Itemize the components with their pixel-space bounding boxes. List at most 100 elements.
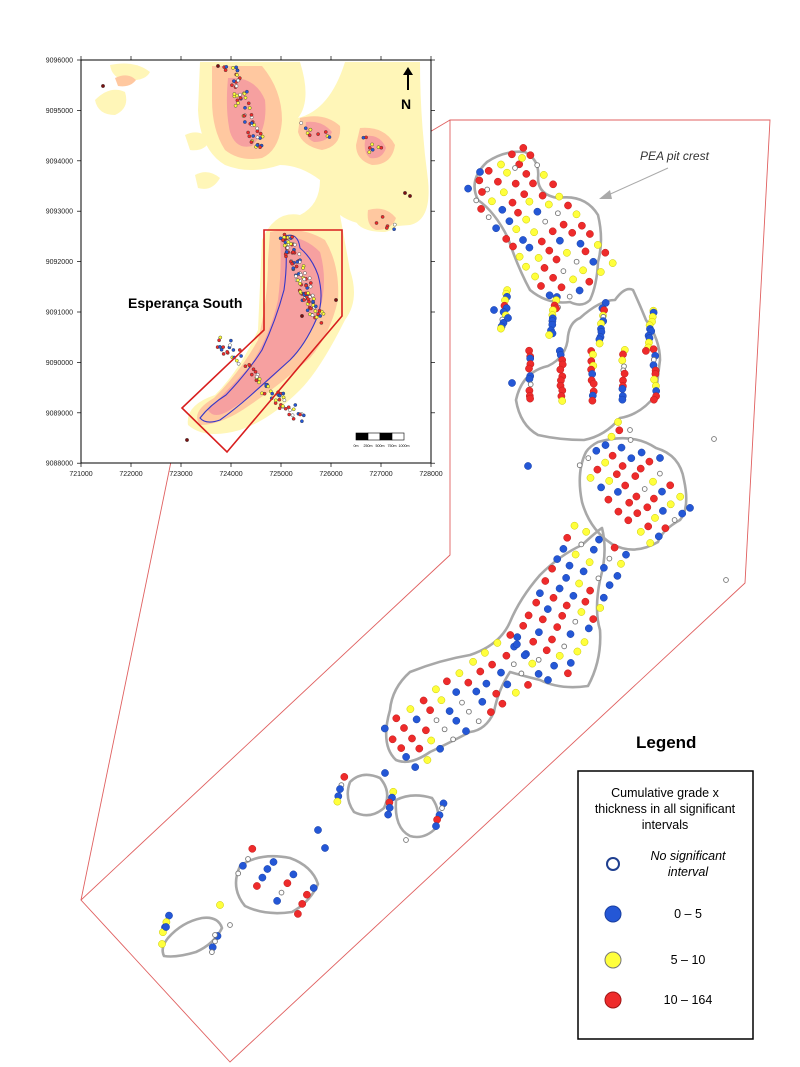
inset-drill-point xyxy=(303,271,307,275)
scale-label: 250m xyxy=(364,444,373,448)
drill-point xyxy=(512,225,521,234)
inset-drill-point xyxy=(302,277,307,282)
inset-drill-point xyxy=(266,384,270,389)
drill-point xyxy=(525,375,534,383)
drill-point xyxy=(579,567,588,576)
drill-point xyxy=(294,910,302,918)
drill-point xyxy=(608,259,617,267)
drill-point xyxy=(544,676,552,684)
legend-content: Cumulative grade x thickness in all signi… xyxy=(595,786,736,1009)
inset-drill-point xyxy=(247,362,251,367)
inset-drill-point xyxy=(310,293,315,298)
drill-point xyxy=(564,201,572,210)
drill-point xyxy=(604,495,613,504)
drill-point xyxy=(646,539,655,547)
drill-point xyxy=(503,168,511,177)
legend-item-label: No significant xyxy=(650,849,726,863)
drill-point xyxy=(595,339,604,348)
scale-label: 1000m xyxy=(399,444,410,448)
inset-drill-point xyxy=(236,78,240,83)
inset-drill-point xyxy=(308,281,313,285)
inset-drill-point xyxy=(302,298,306,302)
inset-drill-point xyxy=(293,403,298,407)
pit-outline-south-main xyxy=(384,526,606,764)
inset-pit-outline xyxy=(199,234,322,423)
drill-point xyxy=(493,639,502,647)
drill-point xyxy=(723,577,729,583)
drill-point xyxy=(613,572,622,580)
drill-point xyxy=(566,293,573,300)
legend-swatch xyxy=(606,857,620,871)
drill-point xyxy=(412,715,421,724)
y-tick-label: 9089000 xyxy=(46,410,73,417)
drill-point xyxy=(608,451,617,460)
inset-drill-point xyxy=(316,312,320,316)
y-tick-label: 9094000 xyxy=(46,158,73,165)
inset-drill-point xyxy=(228,343,232,348)
drill-point xyxy=(542,218,549,225)
x-tick-label: 726000 xyxy=(319,471,342,478)
inset-drill-point xyxy=(273,398,278,403)
drill-point xyxy=(392,714,401,723)
drill-point xyxy=(512,165,518,171)
drill-point xyxy=(485,214,492,221)
inset-drill-point xyxy=(235,68,240,73)
drill-point xyxy=(657,470,663,477)
drill-point xyxy=(519,621,528,630)
drill-point xyxy=(513,640,521,649)
drill-point xyxy=(525,364,533,373)
drill-point xyxy=(584,624,593,633)
drill-point xyxy=(589,350,597,359)
drill-point xyxy=(445,707,454,715)
drill-point xyxy=(402,753,410,761)
inset-drill-point xyxy=(301,413,306,418)
inset-drill-point xyxy=(270,391,275,396)
drill-point xyxy=(545,291,554,300)
x-tick-label: 725000 xyxy=(269,471,292,478)
inset-drill-point xyxy=(245,89,249,94)
drill-point xyxy=(585,455,592,461)
y-tick-label: 9093000 xyxy=(46,209,73,216)
drill-point xyxy=(515,160,524,169)
inset-drill-point xyxy=(284,250,289,254)
drill-point xyxy=(216,901,224,909)
drill-point xyxy=(397,744,406,752)
inset-drill-point xyxy=(257,380,261,385)
drill-point xyxy=(432,685,440,694)
drill-point xyxy=(476,168,484,176)
drill-point xyxy=(570,521,579,530)
drill-point xyxy=(573,258,580,265)
drill-point xyxy=(614,418,622,426)
drill-point xyxy=(497,668,505,677)
inset-drill-point xyxy=(246,130,250,135)
drill-point xyxy=(588,396,597,405)
drill-point xyxy=(482,679,491,688)
drill-point xyxy=(618,462,627,470)
inset-drill-point xyxy=(316,132,320,136)
scale-label: 750m xyxy=(388,444,397,448)
inset-drill-point xyxy=(258,131,263,136)
drill-point xyxy=(406,705,415,713)
drill-point xyxy=(423,756,432,764)
drill-point xyxy=(433,717,440,724)
drill-point xyxy=(549,593,558,602)
drill-point xyxy=(645,457,654,466)
drill-point xyxy=(455,669,464,678)
drill-point xyxy=(336,785,344,793)
drill-point xyxy=(537,237,546,246)
drill-point xyxy=(666,481,675,490)
drill-point xyxy=(508,198,517,207)
drill-point xyxy=(534,670,543,678)
drill-point xyxy=(585,558,594,567)
inset-drill-point xyxy=(370,142,374,147)
inset-drill-point xyxy=(254,374,259,379)
drill-point xyxy=(558,397,567,405)
drill-point xyxy=(520,651,529,660)
drill-point xyxy=(419,696,428,705)
inset-drill-point xyxy=(225,349,229,354)
inset-drill-point xyxy=(251,367,256,372)
inset-drill-point xyxy=(288,408,292,412)
pit-outline-central xyxy=(514,287,662,442)
y-tick-label: 9095000 xyxy=(46,108,73,115)
drill-point xyxy=(484,166,493,175)
